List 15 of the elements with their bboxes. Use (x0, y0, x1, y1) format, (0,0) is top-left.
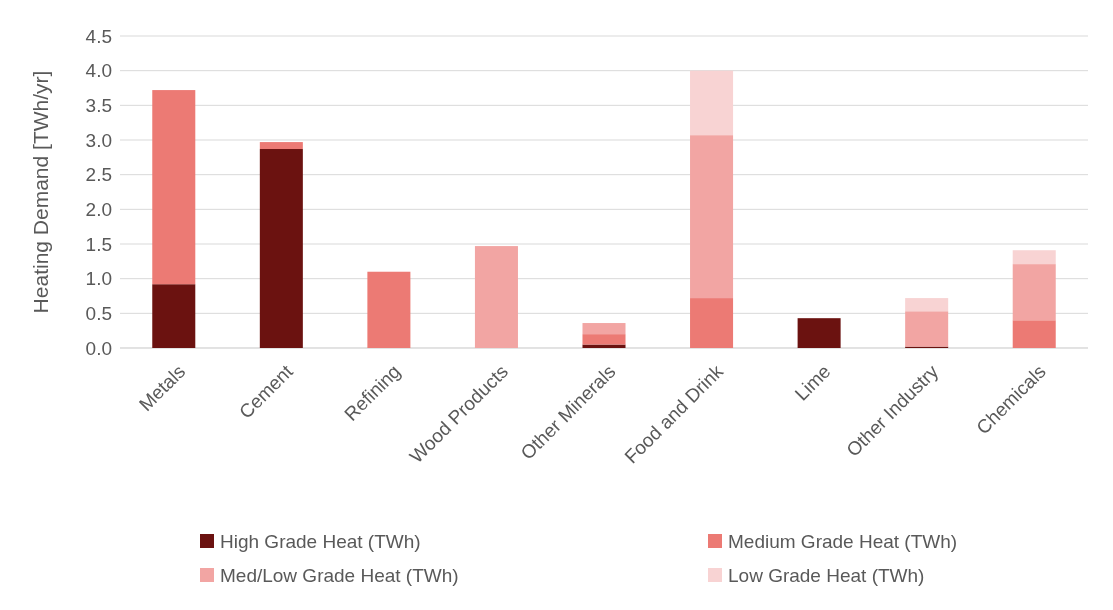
legend-label: Med/Low Grade Heat (TWh) (220, 564, 459, 586)
y-tick-label: 1.5 (85, 233, 112, 255)
y-tick-label: 4.0 (85, 60, 112, 82)
legend-label: Medium Grade Heat (TWh) (728, 530, 958, 552)
y-tick-label: 0.5 (85, 302, 112, 324)
y-tick-label: 3.0 (85, 129, 112, 151)
y-tick-label: 1.0 (85, 268, 112, 290)
y-axis-title: Heating Demand [TWh/yr] (29, 70, 52, 314)
y-tick-label: 4.5 (85, 25, 112, 47)
y-tick-label: 3.5 (85, 94, 112, 116)
legend-label: High Grade Heat (TWh) (220, 530, 421, 552)
y-tick-label: 2.5 (85, 164, 112, 186)
y-tick-label: 0.0 (85, 337, 112, 359)
legend-label: Low Grade Heat (TWh) (728, 564, 925, 586)
y-tick-label: 2.0 (85, 198, 112, 220)
